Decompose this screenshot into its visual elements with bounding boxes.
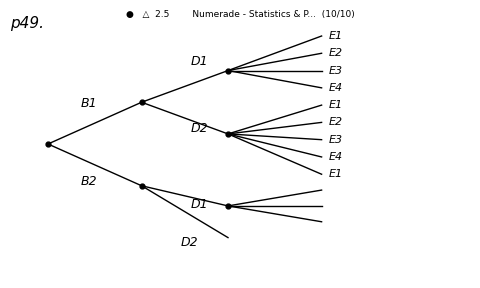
Text: E4: E4 — [329, 152, 343, 162]
Text: E1: E1 — [329, 100, 343, 110]
Text: B2: B2 — [81, 175, 97, 188]
Text: D1: D1 — [191, 198, 208, 211]
Text: B1: B1 — [81, 97, 97, 110]
Text: E2: E2 — [329, 118, 343, 127]
Text: ●   △  2.5        Numerade - Statistics & P...  (10/10): ● △ 2.5 Numerade - Statistics & P... (10… — [126, 10, 354, 19]
Text: D2: D2 — [181, 236, 198, 249]
Text: E1: E1 — [329, 169, 343, 179]
Text: E3: E3 — [329, 135, 343, 145]
Text: p49.: p49. — [10, 16, 44, 31]
Text: E1: E1 — [329, 31, 343, 41]
Text: E2: E2 — [329, 48, 343, 58]
Text: D1: D1 — [191, 55, 208, 69]
Text: D2: D2 — [191, 122, 208, 135]
Text: E4: E4 — [329, 83, 343, 93]
Text: E3: E3 — [329, 66, 343, 75]
